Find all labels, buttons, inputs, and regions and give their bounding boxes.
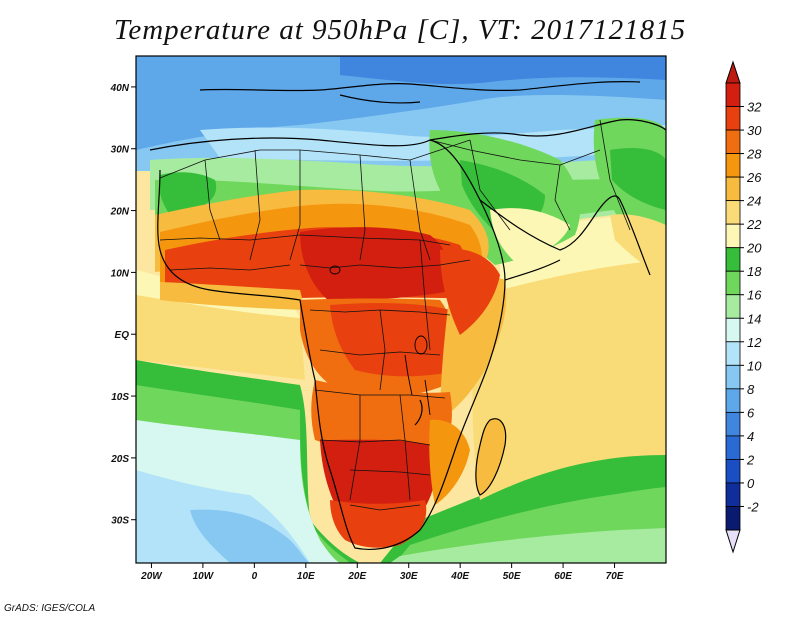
colorbar-label: 4 <box>747 429 754 444</box>
india-dark-green <box>610 148 666 210</box>
y-tick-label: 20N <box>110 207 130 218</box>
ethiopia-hot <box>440 248 500 335</box>
colorbar-segment <box>725 459 741 484</box>
x-tick-label: 10W <box>193 571 215 582</box>
colorbar-segment <box>725 341 741 366</box>
colorbar-label: 22 <box>746 217 762 232</box>
colorbar-label: 0 <box>747 476 755 491</box>
y-tick-label: 10S <box>111 392 129 403</box>
colorbar-segment <box>725 223 741 249</box>
x-tick-label: 10E <box>297 571 315 582</box>
y-axis: 40N 30N 20N 10N EQ 10S 20S 30S <box>110 83 136 527</box>
indian-ocean-warm-area <box>472 245 666 500</box>
southwest-ocean-coldest-water <box>190 509 310 563</box>
colorbar-segment <box>725 317 741 343</box>
colorbar-segment <box>725 294 741 319</box>
colorbar-label: 28 <box>746 147 762 162</box>
x-tick-label: 30E <box>400 571 418 582</box>
y-tick-label: 30S <box>111 516 129 527</box>
colorbar-segment <box>725 129 741 154</box>
india-south-warm <box>610 214 666 280</box>
map-title: Temperature at 950hPa [C], VT: 201712181… <box>113 14 687 46</box>
colorbar-segment <box>725 388 741 413</box>
y-tick-label: EQ <box>115 330 130 341</box>
colorbar-label: 8 <box>747 382 755 397</box>
colorbar-label: -2 <box>747 499 759 514</box>
y-tick-label: 20S <box>110 454 129 465</box>
map-frame <box>135 55 667 564</box>
y-tick-label: 40N <box>110 83 130 94</box>
colorbar-segment <box>725 200 741 225</box>
colorbar-label: 24 <box>746 194 761 209</box>
colorbar-segment <box>725 411 741 437</box>
colorbar-segment <box>725 176 741 202</box>
x-tick-label: 50E <box>503 571 521 582</box>
colorbar-segment <box>725 247 741 272</box>
colorbar-segment <box>725 82 741 107</box>
main-figure: 20W 10W 0 10E 20E 30E 40E 50E 60E 70E 40N 30N 20N 10… <box>110 55 762 582</box>
colorbar-segment <box>725 506 741 531</box>
colorbar-segment <box>725 364 741 390</box>
x-axis: 20W 10W 0 10E 20E 30E 40E 50E 60E 70E <box>140 563 624 582</box>
x-tick-label: 40E <box>450 571 469 582</box>
colorbar-segment <box>725 153 741 178</box>
colorbar-label: 12 <box>747 335 762 350</box>
colorbar-segment <box>725 482 741 507</box>
footer-credit: GrADS: IGES/COLA <box>4 603 96 614</box>
colorbar-segment <box>725 435 741 460</box>
x-tick-label: 0 <box>252 571 258 582</box>
colorbar-under-triangle <box>725 529 741 554</box>
coastlines <box>149 81 666 551</box>
colorbar-label: 2 <box>746 452 755 467</box>
eastern-europe-coldest <box>340 56 666 85</box>
colorbar-label: 26 <box>746 170 762 185</box>
west-africa-coastal-warm <box>160 282 305 310</box>
x-tick-label: 70E <box>606 571 624 582</box>
colorbar-label: 18 <box>747 264 762 279</box>
x-tick-label: 20E <box>347 571 366 582</box>
colorbar-label: 14 <box>747 311 761 326</box>
central-africa-hot <box>330 303 457 377</box>
colorbar-label: 32 <box>747 100 762 115</box>
x-tick-label: 60E <box>554 571 572 582</box>
map-plot-area <box>136 56 666 563</box>
colorbar-label: 10 <box>747 358 762 373</box>
colorbar-label: 20 <box>746 241 762 256</box>
mozambique-warm <box>429 419 470 505</box>
southeast-ocean-pale-green <box>390 528 666 563</box>
madagascar <box>475 418 506 495</box>
west-sahara-green <box>159 172 217 215</box>
colorbar-label: 16 <box>747 288 762 303</box>
y-tick-label: 10N <box>111 268 130 279</box>
equatorial-atlantic-warm <box>136 290 305 380</box>
colorbar-label: 30 <box>747 123 762 138</box>
south-africa-hot <box>330 500 427 548</box>
colorbar-segment <box>725 270 741 296</box>
y-tick-label: 30N <box>111 145 130 156</box>
colorbar-over-triangle <box>725 60 741 84</box>
central-sahel-hottest <box>300 227 450 302</box>
colorbar-label: 6 <box>747 405 755 420</box>
angola-zambia-warm <box>311 380 452 456</box>
colorbar-segment <box>725 106 741 131</box>
lakes <box>329 265 431 416</box>
x-tick-label: 20W <box>140 571 163 582</box>
